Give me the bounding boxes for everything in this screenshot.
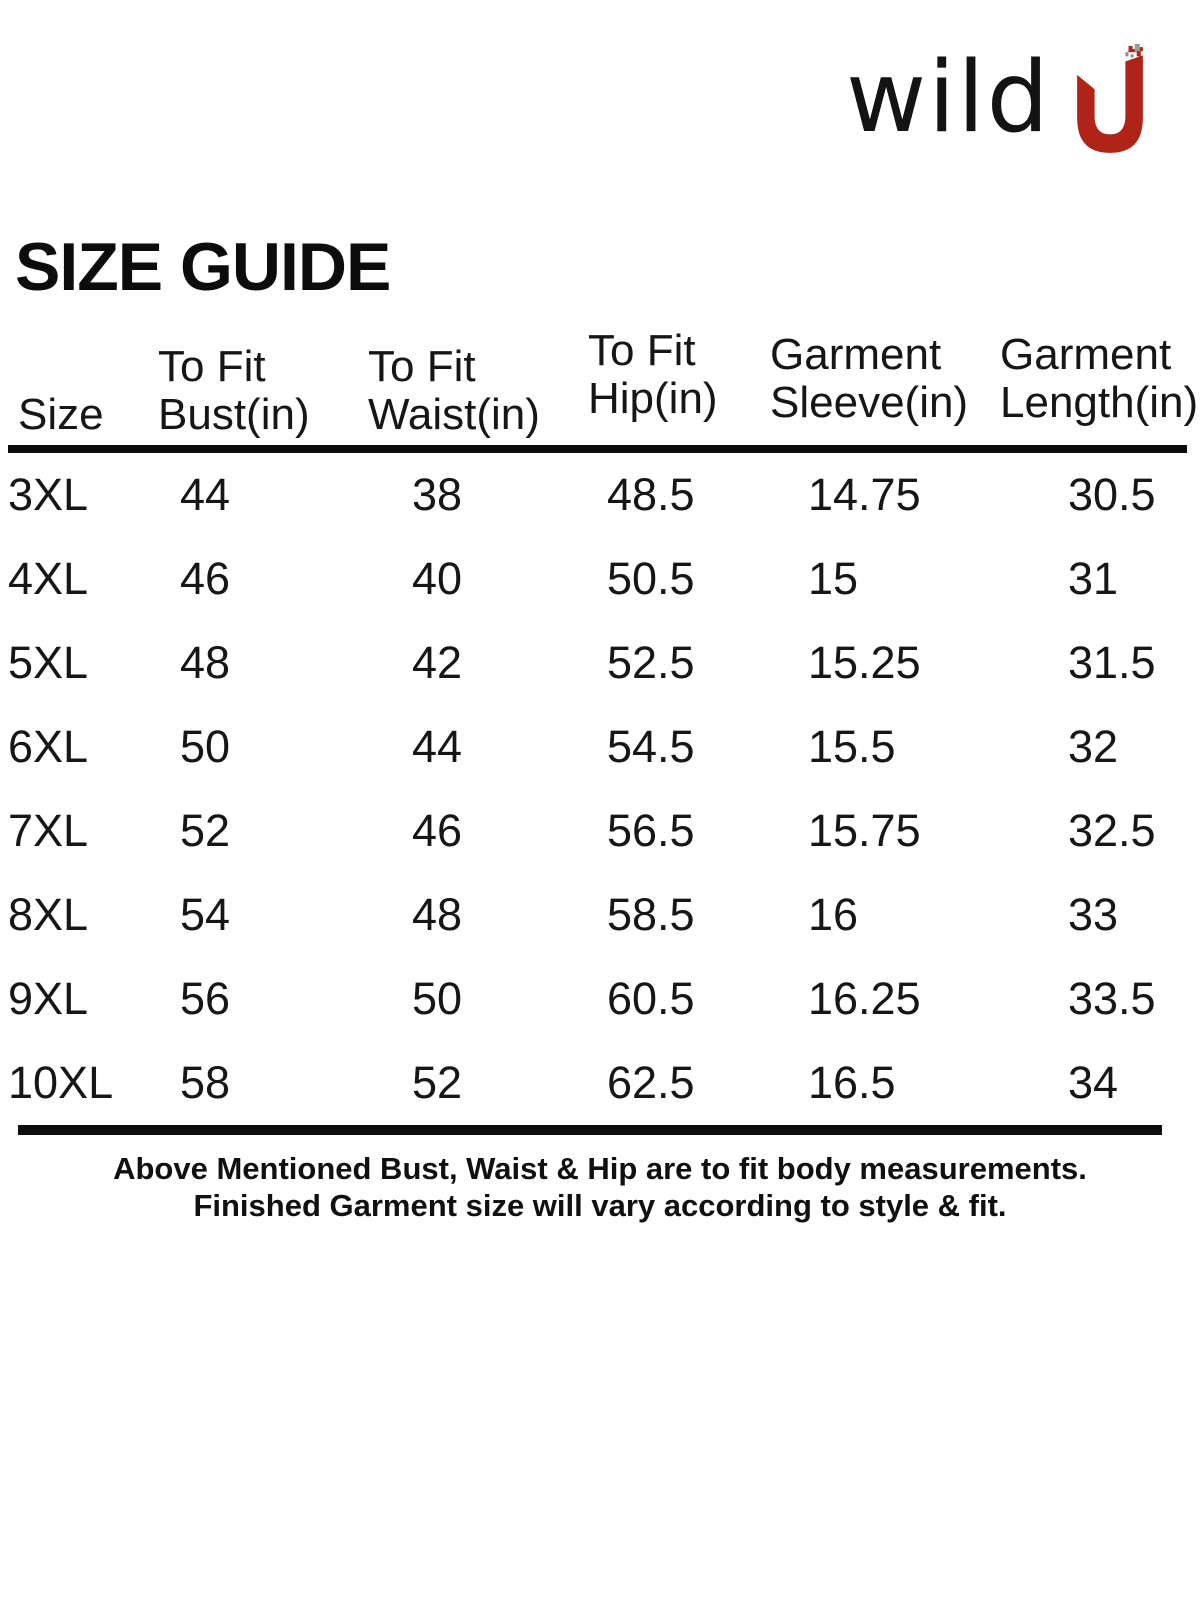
cell-bust: 52 [180, 805, 231, 856]
cell-sleeve: 15.5 [808, 721, 896, 772]
cell-hip: 58.5 [607, 889, 695, 940]
cell-waist: 38 [412, 469, 463, 520]
cell-size: 10XL [8, 1057, 114, 1108]
size-guide-table: Size To Fit Bust(in) To Fit Waist(in) To Fit H… [8, 326, 1199, 1135]
table-bottom-rule [18, 1125, 1162, 1135]
cell-waist: 44 [412, 721, 463, 772]
cell-sleeve: 15 [808, 553, 859, 604]
cell-hip: 60.5 [607, 973, 695, 1024]
cell-waist: 42 [412, 637, 463, 688]
cell-size: 4XL [8, 553, 89, 604]
measurement-note: Above Mentioned Bust, Waist & Hip are to… [0, 1150, 1200, 1224]
note-line-1: Above Mentioned Bust, Waist & Hip are to… [113, 1151, 1087, 1186]
cell-length: 32.5 [1068, 805, 1156, 856]
cell-bust: 48 [180, 637, 231, 688]
cell-bust: 56 [180, 973, 231, 1024]
table-row: 10XL 58 52 62.5 16.5 34 [8, 1041, 1192, 1125]
table-row: 7XL 52 46 56.5 15.75 32.5 [8, 789, 1192, 873]
header-cell-hip: To Fit Hip(in) [588, 326, 718, 423]
cell-bust: 46 [180, 553, 231, 604]
table-row: 3XL 44 38 48.5 14.75 30.5 [8, 453, 1192, 537]
note-line-2: Finished Garment size will vary accordin… [193, 1188, 1007, 1223]
cell-length: 33.5 [1068, 973, 1156, 1024]
cell-bust: 54 [180, 889, 231, 940]
cell-hip: 52.5 [607, 637, 695, 688]
header-cell-sleeve: Garment Sleeve(in) [770, 330, 969, 427]
cell-bust: 44 [180, 469, 231, 520]
cell-waist: 40 [412, 553, 463, 604]
cell-waist: 48 [412, 889, 463, 940]
cell-length: 31.5 [1068, 637, 1156, 688]
cell-size: 7XL [8, 805, 89, 856]
cell-length: 30.5 [1068, 469, 1156, 520]
cell-hip: 48.5 [607, 469, 695, 520]
table-row: 9XL 56 50 60.5 16.25 33.5 [8, 957, 1192, 1041]
header-cell-waist: To Fit Waist(in) [368, 342, 540, 439]
cell-sleeve: 16.25 [808, 973, 921, 1024]
cell-waist: 50 [412, 973, 463, 1024]
cell-length: 31 [1068, 553, 1119, 604]
cell-hip: 50.5 [607, 553, 695, 604]
cell-waist: 46 [412, 805, 463, 856]
cell-length: 32 [1068, 721, 1119, 772]
table-header-row: Size To Fit Bust(in) To Fit Waist(in) To Fit H… [8, 326, 1199, 445]
cell-sleeve: 14.75 [808, 469, 921, 520]
header-cell-length: Garment Length(in) [1000, 330, 1199, 427]
page-title: SIZE GUIDE [15, 229, 391, 305]
cell-bust: 58 [180, 1057, 231, 1108]
table-body: 3XL 44 38 48.5 14.75 30.5 4XL 46 40 50.5 15 31 5XL 48… [8, 453, 1192, 1125]
brand-wordmark: wild [846, 41, 1051, 155]
table-row: 8XL 54 48 58.5 16 33 [8, 873, 1192, 957]
table-top-rule [8, 445, 1187, 453]
table-row: 5XL 48 42 52.5 15.25 31.5 [8, 621, 1192, 705]
header-cell-size: Size [18, 390, 104, 439]
header-cell-bust: To Fit Bust(in) [158, 342, 310, 439]
table-row: 6XL 50 44 54.5 15.5 32 [8, 705, 1192, 789]
cell-hip: 56.5 [607, 805, 695, 856]
brand-logo: wild [846, 41, 1143, 157]
table-row: 4XL 46 40 50.5 15 31 [8, 537, 1192, 621]
cell-sleeve: 16.5 [808, 1057, 896, 1108]
cell-size: 6XL [8, 721, 89, 772]
cell-length: 34 [1068, 1057, 1119, 1108]
cell-size: 3XL [8, 469, 89, 520]
cell-sleeve: 16 [808, 889, 859, 940]
cell-hip: 54.5 [607, 721, 695, 772]
cell-hip: 62.5 [607, 1057, 695, 1108]
cell-length: 33 [1068, 889, 1119, 940]
cell-size: 5XL [8, 637, 89, 688]
brand-u-icon [1076, 44, 1143, 153]
cell-sleeve: 15.75 [808, 805, 921, 856]
cell-waist: 52 [412, 1057, 463, 1108]
cell-sleeve: 15.25 [808, 637, 921, 688]
cell-size: 8XL [8, 889, 89, 940]
cell-size: 9XL [8, 973, 89, 1024]
cell-bust: 50 [180, 721, 231, 772]
